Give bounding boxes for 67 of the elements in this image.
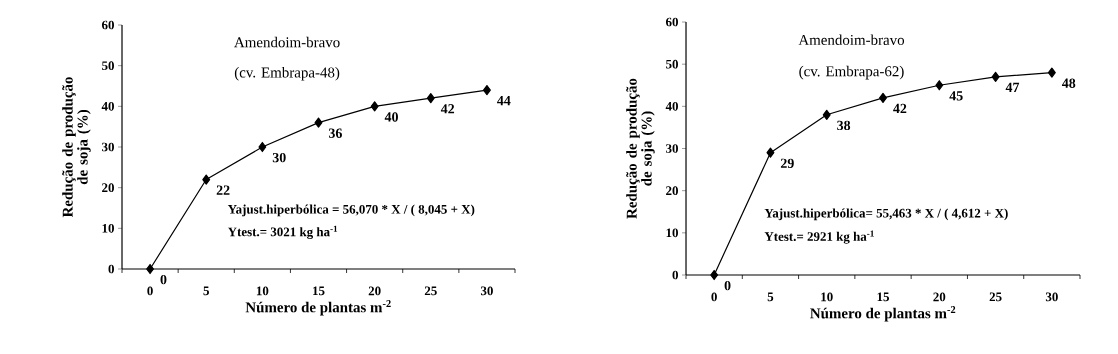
- x-tick-label: 20: [368, 286, 381, 296]
- x-tick-label: 25: [989, 292, 1002, 302]
- data-label: 44: [497, 95, 511, 106]
- annotation: Ytest.= 3021 kg ha$^{-1}$: [227, 225, 338, 239]
- point: [1047, 67, 1056, 78]
- point: [370, 101, 379, 112]
- data-label: 38: [837, 120, 851, 131]
- point: [935, 80, 944, 91]
- y-tick-label: 30: [102, 142, 114, 152]
- text: (cv. Embrapa-62): [799, 65, 904, 80]
- data-label: 40: [384, 112, 398, 122]
- y-tick-label: 40: [101, 101, 114, 111]
- text: (cv. Embrapa-48): [234, 67, 340, 81]
- x-axis-title: Número de plantas m$^{-2}$: [810, 306, 956, 322]
- data-label: 45: [949, 91, 963, 101]
- annotation: Yajust.hiperbólica= 55,463 * X / ( 4,612 + X): [764, 208, 1008, 221]
- x-tick-label: 0: [711, 292, 717, 302]
- point: [314, 117, 323, 128]
- point: [202, 174, 211, 185]
- text: Amendoim-bravo: [234, 36, 340, 48]
- x-tick-label: 20: [933, 292, 946, 302]
- y-axis-title: Redução de produção de soja (%): [62, 77, 91, 218]
- x-tick-label: 30: [480, 286, 493, 296]
- data-label: 30: [272, 152, 286, 163]
- y-tick-label: 60: [101, 20, 114, 30]
- data-label: 22: [216, 185, 230, 195]
- annotation: Yajust.hiperbólica = 56,070 * X / ( 8,045 + X): [227, 204, 475, 217]
- data-label: 47: [1005, 82, 1020, 92]
- data-label: 0: [160, 274, 167, 285]
- y-tick-label: 30: [666, 144, 678, 153]
- point: [426, 93, 435, 104]
- data-label: 48: [1061, 78, 1076, 88]
- x-tick-label: 0: [147, 286, 153, 296]
- x-tick-label: 15: [877, 292, 890, 302]
- point: [991, 71, 1000, 82]
- y-tick-label: 0: [672, 270, 678, 280]
- point: [879, 92, 887, 103]
- x-tick-label: 5: [767, 292, 774, 302]
- y-tick-label: 10: [102, 223, 114, 233]
- y-tick-label: 20: [666, 186, 678, 196]
- x-tick-label: 10: [821, 292, 833, 302]
- point: [710, 269, 719, 281]
- point: [822, 109, 831, 120]
- x-tick-label: 10: [256, 286, 269, 296]
- annotation: Ytest.= 2921 kg ha$^{-1}$: [764, 230, 874, 244]
- x-tick-label: 5: [203, 286, 209, 296]
- point: [482, 84, 491, 96]
- y-tick-label: 20: [102, 183, 114, 193]
- text: Amendoim-bravo: [798, 34, 905, 45]
- point: [766, 147, 775, 158]
- data-label: 42: [893, 103, 907, 114]
- y-tick-label: 40: [665, 101, 678, 111]
- data-label: 42: [440, 104, 455, 114]
- point: [258, 141, 267, 153]
- data-label: 29: [780, 158, 794, 169]
- y-axis-title: Redução de produção de soja (%): [626, 78, 655, 219]
- x-tick-label: 30: [1045, 292, 1058, 302]
- y-tick-label: 50: [102, 61, 114, 71]
- x-axis-title: Número de plantas m$^{-2}$: [245, 300, 391, 316]
- data-label: 36: [328, 128, 342, 138]
- y-tick-label: 0: [108, 264, 114, 274]
- x-tick-label: 25: [424, 286, 437, 296]
- x-tick-label: 15: [313, 286, 325, 296]
- y-tick-label: 10: [666, 228, 678, 238]
- y-tick-label: 60: [665, 17, 678, 27]
- y-tick-label: 50: [666, 59, 678, 69]
- point: [146, 263, 155, 275]
